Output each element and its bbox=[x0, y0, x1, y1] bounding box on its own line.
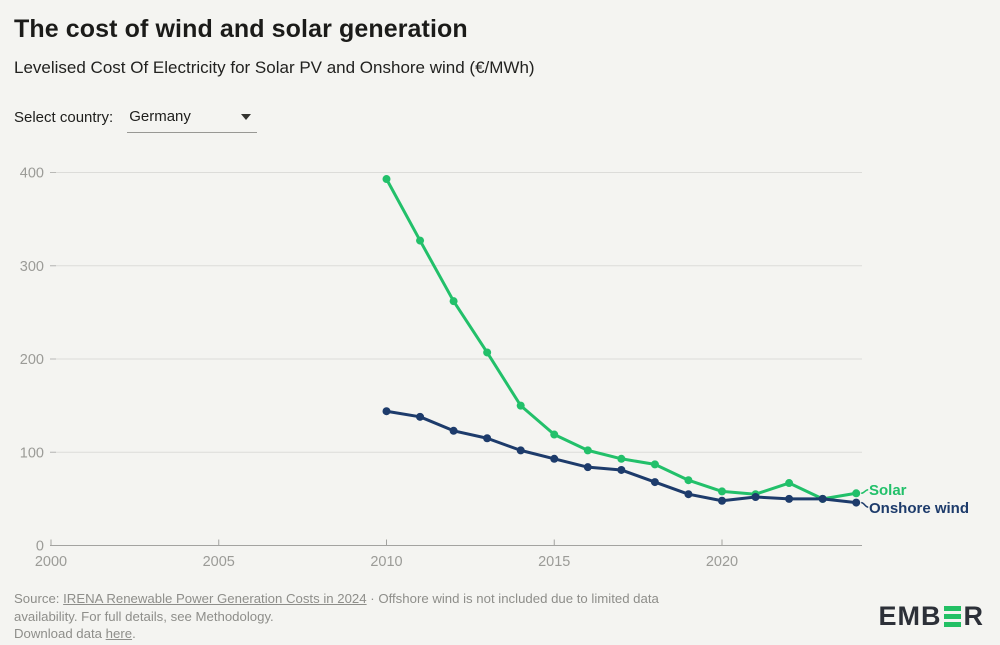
data-point-solar-2023 bbox=[818, 494, 827, 503]
source-link[interactable]: IRENA Renewable Power Generation Costs i… bbox=[63, 591, 367, 606]
data-point-onshore-wind-2016 bbox=[583, 463, 592, 472]
source-prefix: Source: bbox=[14, 591, 64, 606]
data-point-solar-2010 bbox=[382, 175, 391, 184]
data-point-onshore-wind-2024 bbox=[852, 498, 861, 507]
footer: Source: IRENA Renewable Power Generation… bbox=[14, 590, 659, 643]
series-line-solar bbox=[385, 177, 858, 501]
country-control-row: Select country: Germany bbox=[14, 107, 258, 133]
data-point-onshore-wind-2014 bbox=[516, 446, 525, 455]
x-tick-label-2015: 2015 bbox=[538, 554, 570, 570]
data-point-solar-2018 bbox=[650, 460, 659, 469]
chevron-down-icon bbox=[241, 113, 252, 120]
data-point-solar-2017 bbox=[617, 454, 626, 463]
y-tick-label-200: 200 bbox=[20, 352, 44, 368]
legend-leader-solar bbox=[861, 489, 869, 495]
data-point-solar-2021 bbox=[751, 490, 760, 499]
y-tick-label-100: 100 bbox=[20, 445, 44, 461]
data-point-onshore-wind-2020 bbox=[718, 496, 726, 505]
ember-logo-text-left: EMB bbox=[878, 601, 942, 631]
data-point-onshore-wind-2015 bbox=[550, 454, 559, 463]
data-point-onshore-wind-2018 bbox=[650, 478, 659, 487]
data-point-solar-2019 bbox=[684, 476, 693, 485]
country-select-label: Select country: bbox=[14, 109, 114, 126]
data-point-solar-2011 bbox=[416, 236, 425, 245]
footer-line-2: availability. For full details, see Meth… bbox=[14, 608, 274, 624]
x-tick-label-2005: 2005 bbox=[203, 554, 235, 570]
y-tick-label-0: 0 bbox=[36, 539, 44, 555]
logo-e-bars-icon bbox=[943, 606, 961, 627]
country-select[interactable]: Germany bbox=[127, 107, 258, 133]
download-link[interactable]: here bbox=[105, 626, 133, 641]
series-line-onshore-wind bbox=[385, 409, 858, 505]
chart-subtitle: Levelised Cost Of Electricity for Solar … bbox=[14, 58, 535, 77]
country-select-value: Germany bbox=[129, 108, 191, 125]
data-point-solar-2014 bbox=[516, 401, 525, 410]
x-tick-label-2000: 2000 bbox=[35, 554, 67, 570]
data-point-solar-2013 bbox=[483, 348, 492, 357]
data-point-onshore-wind-2017 bbox=[617, 465, 626, 474]
legend-label-solar: Solar bbox=[869, 482, 907, 499]
legend-label-onshore-wind: Onshore wind bbox=[869, 500, 970, 517]
legend-leader-onshore-wind bbox=[861, 501, 869, 508]
ember-logo-text-right: R bbox=[963, 601, 984, 631]
source-rest: · Offshore wind is not included due to l… bbox=[366, 591, 659, 606]
data-point-onshore-wind-2012 bbox=[449, 426, 458, 435]
download-suffix: . bbox=[132, 626, 136, 641]
data-point-solar-2015 bbox=[550, 430, 559, 439]
data-point-solar-2012 bbox=[449, 297, 458, 306]
data-point-solar-2016 bbox=[583, 446, 592, 455]
data-point-solar-2020 bbox=[718, 487, 726, 496]
footer-line-3: Download data here. bbox=[14, 625, 659, 643]
data-point-onshore-wind-2021 bbox=[751, 493, 760, 502]
data-point-onshore-wind-2019 bbox=[684, 490, 693, 499]
footer-line-1: Source: IRENA Renewable Power Generation… bbox=[14, 590, 659, 608]
data-point-solar-2022 bbox=[785, 479, 794, 488]
data-point-onshore-wind-2023 bbox=[818, 494, 827, 503]
x-tick-label-2010: 2010 bbox=[370, 554, 402, 570]
page-title: The cost of wind and solar generation bbox=[14, 15, 468, 43]
data-point-onshore-wind-2022 bbox=[785, 494, 794, 503]
data-point-onshore-wind-2011 bbox=[416, 412, 425, 421]
data-point-solar-2024 bbox=[852, 489, 861, 498]
y-tick-label-300: 300 bbox=[20, 259, 44, 275]
data-point-onshore-wind-2010 bbox=[382, 407, 391, 416]
ember-logo: EMB R bbox=[879, 601, 985, 632]
download-prefix: Download data bbox=[14, 626, 106, 641]
x-tick-label-2020: 2020 bbox=[706, 554, 738, 570]
y-tick-label-400: 400 bbox=[20, 166, 44, 182]
data-point-onshore-wind-2013 bbox=[483, 434, 492, 443]
